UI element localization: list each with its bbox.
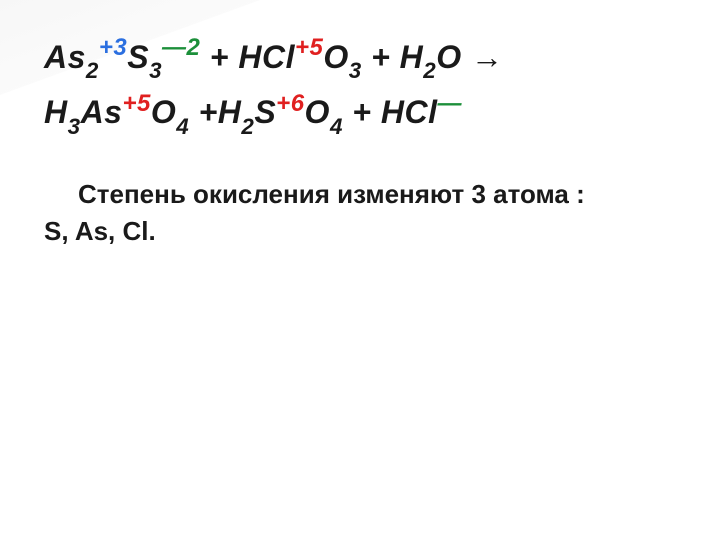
el-o-c: O bbox=[151, 94, 176, 130]
sub-3b: 3 bbox=[349, 58, 362, 83]
el-o-b: O bbox=[436, 39, 461, 75]
chemical-equation: As2+3S3—2 + HCl+5O3 + H2O → H3As+5O4 +H2… bbox=[44, 30, 684, 142]
ox-minus2: —2 bbox=[162, 34, 200, 61]
sub-2b: 2 bbox=[423, 58, 436, 83]
el-s: S bbox=[127, 39, 149, 75]
plus-2: + bbox=[362, 39, 400, 75]
el-as-b: As bbox=[81, 94, 123, 130]
ox-plus3: +3 bbox=[99, 34, 127, 61]
ox-plus5-b: +5 bbox=[122, 90, 150, 117]
body-paragraph: Степень окисления изменяют 3 атома : S, … bbox=[44, 176, 684, 251]
el-h-b: H bbox=[44, 94, 68, 130]
el-s-b: S bbox=[254, 94, 276, 130]
ox-plus5-a: +5 bbox=[295, 34, 323, 61]
sub-2c: 2 bbox=[241, 114, 254, 139]
plus-4: + bbox=[343, 94, 381, 130]
el-hcl: HCl bbox=[238, 39, 295, 75]
body-line2: S, As, Cl. bbox=[44, 213, 684, 251]
sub-3: 3 bbox=[149, 58, 162, 83]
sub-4b: 4 bbox=[330, 114, 343, 139]
el-o-d: O bbox=[305, 94, 330, 130]
sub-2: 2 bbox=[86, 58, 99, 83]
el-h-c: H bbox=[218, 94, 242, 130]
plus-1: + bbox=[200, 39, 238, 75]
sub-3c: 3 bbox=[68, 114, 81, 139]
el-hcl-b: HCl bbox=[381, 94, 438, 130]
ox-minus: — bbox=[437, 90, 462, 117]
el-o-a: O bbox=[323, 39, 348, 75]
el-h-a: H bbox=[400, 39, 424, 75]
body-line1: Степень окисления изменяют 3 атома : bbox=[78, 179, 585, 209]
sub-4a: 4 bbox=[176, 114, 189, 139]
el-as: As bbox=[44, 39, 86, 75]
eq-line2: H3As+5O4 +H2S+6O4 + HCl— bbox=[44, 94, 462, 130]
plus-3: + bbox=[189, 94, 218, 130]
arrow: → bbox=[462, 39, 504, 75]
eq-line1: As2+3S3—2 + HCl+5O3 + H2O → bbox=[44, 39, 504, 75]
ox-plus6: +6 bbox=[276, 90, 304, 117]
